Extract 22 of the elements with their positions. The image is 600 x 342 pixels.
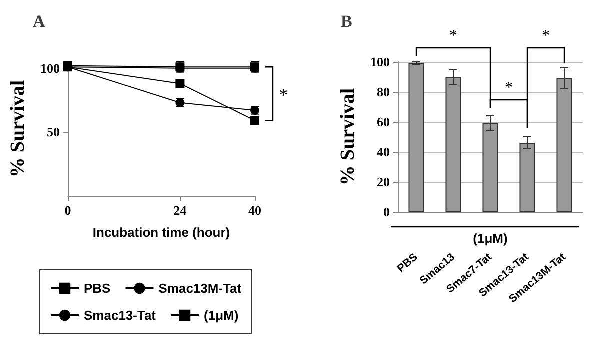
- x-axis-title: (1μM): [473, 231, 508, 246]
- legend-label: Smac13-Tat: [84, 308, 157, 323]
- y-tick-label: 50: [47, 124, 60, 140]
- x-axis-title: Incubation time (hour): [92, 225, 230, 240]
- text: *: [279, 84, 288, 105]
- x-tick-label: 24: [174, 203, 188, 218]
- text: *: [450, 28, 458, 44]
- x-tick-label: 0: [64, 203, 72, 218]
- y-axis-title: % Survival: [337, 88, 359, 186]
- y-tick-label: 60: [377, 114, 390, 130]
- y-tick-label: 80: [377, 84, 390, 100]
- annotation: *: [505, 80, 513, 96]
- y-tick-label: 100: [370, 54, 390, 70]
- chart-title: A: [33, 12, 46, 31]
- y-tick-label: 20: [377, 174, 390, 190]
- chart-title: B: [341, 12, 352, 31]
- y-axis-title: % Survival: [7, 80, 29, 178]
- legend-label: (1μM): [204, 308, 239, 323]
- y-tick-label: 40: [377, 144, 390, 160]
- text: *: [542, 28, 550, 44]
- x-tick-label: 40: [248, 203, 262, 218]
- y-tick-label: 100: [40, 60, 60, 76]
